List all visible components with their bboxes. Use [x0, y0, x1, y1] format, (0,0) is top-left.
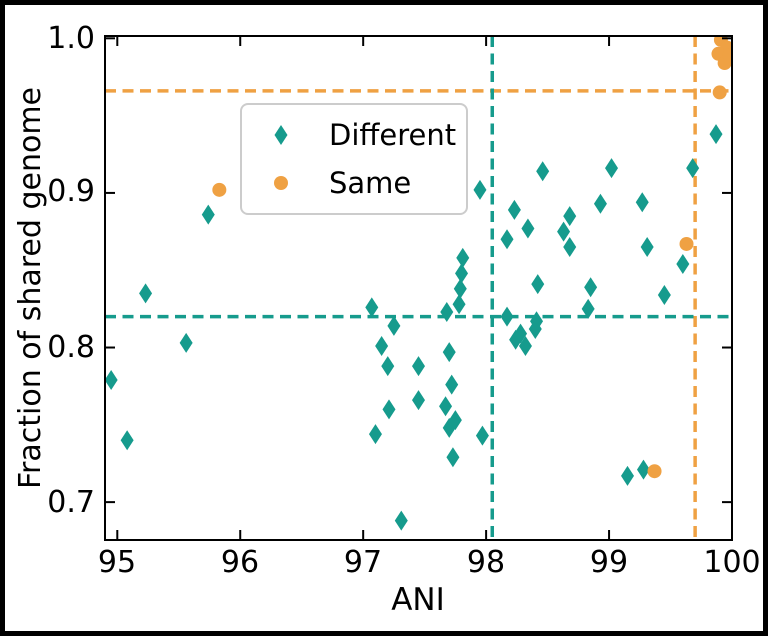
data-point-different: [636, 459, 650, 480]
y-tick-label: 0.8: [47, 330, 95, 365]
data-point-same: [212, 182, 227, 197]
diamond-glyph: [274, 125, 288, 145]
x-tick-label: 99: [589, 545, 629, 580]
data-point-different: [382, 399, 396, 420]
y-tick-label: 0.7: [47, 485, 95, 520]
data-point-different: [453, 278, 467, 299]
data-point-different: [179, 332, 193, 353]
y-tick-label: 0.9: [47, 174, 95, 209]
x-tick-label: 95: [97, 545, 137, 580]
legend-label-same: Same: [329, 165, 412, 200]
legend-item-different: Different: [242, 117, 466, 152]
data-point-different: [640, 237, 654, 258]
y-axis-title: Fraction of shared genome: [13, 86, 48, 490]
legend: Different Same: [240, 103, 468, 215]
plot-canvas: [104, 35, 733, 541]
data-point-different: [442, 342, 456, 363]
x-tick-label: 100: [703, 545, 761, 580]
data-point-different: [442, 417, 456, 438]
data-point-different: [201, 204, 215, 225]
data-point-different: [439, 396, 453, 417]
x-tick-label: 97: [343, 545, 383, 580]
legend-label-different: Different: [329, 117, 457, 152]
data-point-different: [581, 298, 595, 319]
plot-area: [105, 36, 732, 540]
data-point-different: [521, 218, 535, 239]
data-point-different: [536, 161, 550, 182]
data-point-same: [722, 48, 732, 63]
data-point-different: [593, 193, 607, 214]
circle-glyph: [274, 176, 288, 190]
data-point-different: [621, 465, 634, 486]
data-point-different: [530, 311, 544, 332]
data-point-different: [563, 206, 577, 227]
data-point-different: [394, 510, 408, 531]
data-point-different: [709, 124, 723, 145]
data-point-different: [365, 297, 379, 318]
data-point-different: [657, 284, 671, 305]
data-point-same: [647, 464, 662, 479]
data-point-different: [139, 283, 153, 304]
data-point-different: [368, 424, 382, 445]
data-point-different: [676, 254, 690, 275]
x-tick-label: 96: [220, 545, 260, 580]
data-point-different: [452, 294, 466, 315]
data-point-different: [473, 179, 487, 200]
data-point-different: [445, 374, 459, 395]
data-point-different: [557, 221, 571, 242]
legend-item-same: Same: [242, 165, 466, 200]
data-point-different: [387, 315, 401, 336]
axes-frame: [104, 35, 733, 541]
data-point-different: [375, 335, 389, 356]
data-point-different: [605, 158, 619, 179]
data-point-different: [500, 306, 514, 327]
data-point-different: [518, 335, 532, 356]
data-point-different: [500, 229, 514, 250]
data-point-different: [686, 158, 700, 179]
data-point-different: [455, 263, 469, 284]
y-tick-label: 1.0: [47, 21, 95, 56]
circle-marker-icon: [274, 176, 288, 190]
data-point-same: [679, 236, 694, 251]
data-point-different: [531, 274, 545, 295]
data-point-different: [475, 425, 489, 446]
diamond-marker-icon: [274, 125, 288, 145]
data-point-different: [412, 390, 425, 411]
data-point-different: [446, 447, 460, 468]
data-point-different: [507, 199, 521, 220]
data-point-different: [440, 301, 454, 322]
x-tick-label: 98: [466, 545, 506, 580]
data-point-different: [635, 192, 649, 213]
data-point-different: [381, 356, 395, 377]
data-point-different: [563, 237, 577, 258]
data-point-same: [712, 85, 727, 100]
data-point-different: [120, 430, 134, 451]
data-point-different: [584, 277, 598, 298]
x-axis-title: ANI: [391, 582, 445, 618]
data-point-different: [105, 369, 118, 390]
data-point-different: [412, 356, 425, 377]
data-point-different: [456, 247, 470, 268]
